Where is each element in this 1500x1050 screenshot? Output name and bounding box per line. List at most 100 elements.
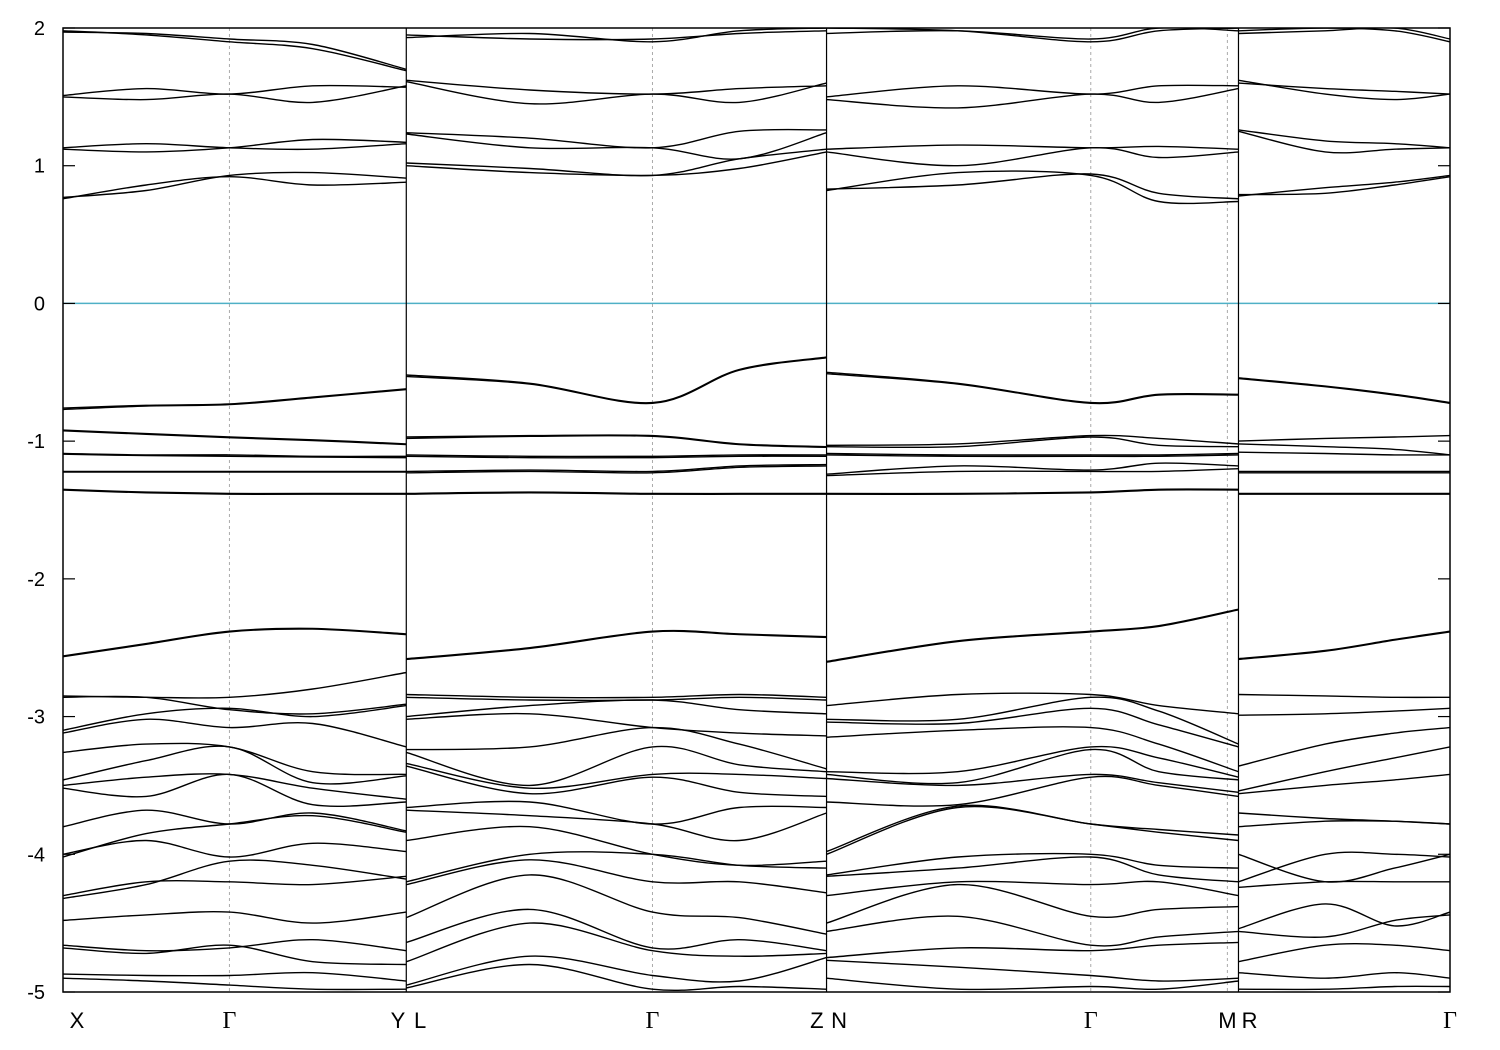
band-line-s0-b0 — [63, 30, 407, 72]
band-line-s3-b26 — [1238, 853, 1450, 883]
ytick-label-4: -2 — [27, 569, 45, 591]
band-line-s0-b7 — [63, 176, 407, 200]
band-line-s2-b21 — [826, 696, 1239, 745]
band-line-s3-b12 — [1238, 451, 1450, 456]
band-line-s0-b5 — [63, 143, 407, 151]
band-line-s1-b11 — [406, 434, 827, 448]
band-line-s0-b8 — [63, 388, 407, 409]
y-axis: 2 1 0 -1 -2 -3 -4 -5 — [27, 18, 1450, 1004]
band-line-s0-b1 — [63, 31, 407, 70]
band-line-s0-b9 — [63, 388, 407, 411]
band-line-s1-b29 — [406, 809, 827, 842]
band-line-s1-b9 — [406, 357, 827, 405]
band-line-s0-b30 — [63, 839, 407, 858]
band-line-s2-b13 — [826, 454, 1239, 458]
band-line-s1-b34 — [406, 908, 827, 952]
band-line-s1-b3 — [406, 81, 827, 105]
band-line-s0-b23 — [63, 718, 407, 748]
band-line-s1-b13 — [406, 455, 827, 459]
band-line-s3-b2 — [1238, 79, 1450, 101]
band-line-s2-b14 — [826, 462, 1239, 475]
band-line-s0-b25 — [63, 745, 407, 785]
band-line-s3-b22 — [1238, 746, 1450, 792]
band-line-s1-b12 — [406, 454, 827, 458]
kpoint-label-5: Z — [810, 1008, 823, 1033]
band-line-s2-b0 — [826, 28, 1239, 43]
band-line-s1-b14 — [406, 463, 827, 473]
band-line-s0-b22 — [63, 704, 407, 731]
band-line-s3-b9 — [1238, 377, 1450, 404]
band-line-s2-b8 — [826, 371, 1239, 404]
ytick-label-2: 0 — [34, 293, 45, 315]
band-line-s0-b29 — [63, 814, 407, 858]
band-line-s3-b11 — [1238, 443, 1450, 456]
band-line-s0-b3 — [63, 84, 407, 97]
band-line-s2-b20 — [826, 692, 1239, 715]
band-line-s0-b31 — [63, 875, 407, 897]
band-line-s2-b19 — [826, 609, 1239, 663]
band-line-s1-b36 — [406, 955, 827, 986]
band-line-s3-b19 — [1238, 693, 1450, 699]
band-line-s2-b36 — [826, 959, 1239, 982]
band-line-s0-b21 — [63, 695, 407, 715]
band-line-s1-b1 — [406, 30, 827, 41]
band-line-s2-b30 — [826, 852, 1239, 876]
band-line-s3-b4 — [1238, 129, 1450, 149]
kpoint-label-10: Γ — [1443, 1008, 1457, 1034]
band-line-s3-b29 — [1238, 903, 1450, 930]
ytick-label-1: 1 — [34, 156, 45, 178]
band-line-s3-b28 — [1238, 880, 1450, 888]
kpoint-label-3: L — [414, 1008, 426, 1033]
band-line-s1-b2 — [406, 79, 827, 95]
kpoint-label-0: X — [70, 1008, 85, 1033]
band-line-s1-b26 — [406, 762, 827, 790]
band-line-s2-b22 — [826, 707, 1239, 748]
band-line-s1-b4 — [406, 128, 827, 149]
band-line-s3-b32 — [1238, 972, 1450, 979]
band-line-s0-b35 — [63, 944, 407, 966]
kpoint-label-7: Γ — [1084, 1008, 1098, 1034]
band-line-s1-b35 — [406, 922, 827, 963]
band-line-s3-b5 — [1238, 130, 1450, 154]
band-line-s2-b5 — [826, 147, 1239, 167]
band-line-s3-b25 — [1238, 819, 1450, 828]
band-line-s1-b32 — [406, 859, 827, 894]
band-line-s2-b27 — [826, 775, 1239, 807]
band-line-s3-b23 — [1238, 773, 1450, 795]
band-line-s0-b32 — [63, 859, 407, 900]
band-line-s3-b21 — [1238, 726, 1450, 767]
band-line-s2-b37 — [826, 977, 1239, 991]
band-line-s2-b3 — [826, 87, 1239, 109]
band-line-s2-b32 — [826, 880, 1239, 897]
band-line-s1-b24 — [406, 726, 827, 770]
band-line-s3-b1 — [1238, 28, 1450, 40]
band-line-s2-b1 — [826, 28, 1239, 40]
ytick-label-3: -1 — [27, 431, 45, 453]
band-line-s1-b37 — [406, 963, 827, 992]
band-line-s1-b15 — [406, 465, 827, 474]
band-line-s1-b6 — [406, 148, 827, 177]
band-line-s1-b5 — [406, 132, 827, 160]
band-line-s2-b34 — [826, 915, 1239, 947]
band-line-s3-b7 — [1238, 176, 1450, 196]
band-line-s3-b33 — [1238, 985, 1450, 991]
band-line-s2-b15 — [826, 468, 1239, 477]
band-line-s1-b20 — [406, 693, 827, 699]
ytick-label-7: -5 — [27, 982, 45, 1004]
band-line-s0-b6 — [63, 171, 407, 199]
band-line-s2-b35 — [826, 941, 1239, 959]
band-line-s2-b2 — [826, 84, 1239, 98]
band-line-s1-b31 — [406, 851, 827, 883]
band-line-s0-b28 — [63, 809, 407, 832]
band-line-s3-b30 — [1238, 914, 1450, 938]
band-line-s2-b7 — [826, 173, 1239, 200]
kpoint-label-9: R — [1242, 1008, 1258, 1033]
band-line-s3-b10 — [1238, 434, 1450, 442]
band-line-s2-b17 — [826, 489, 1239, 495]
ytick-label-6: -4 — [27, 844, 45, 866]
band-line-s0-b17 — [63, 489, 407, 495]
kpoint-label-6: N — [831, 1008, 847, 1033]
kpoint-label-4: Γ — [646, 1008, 660, 1034]
